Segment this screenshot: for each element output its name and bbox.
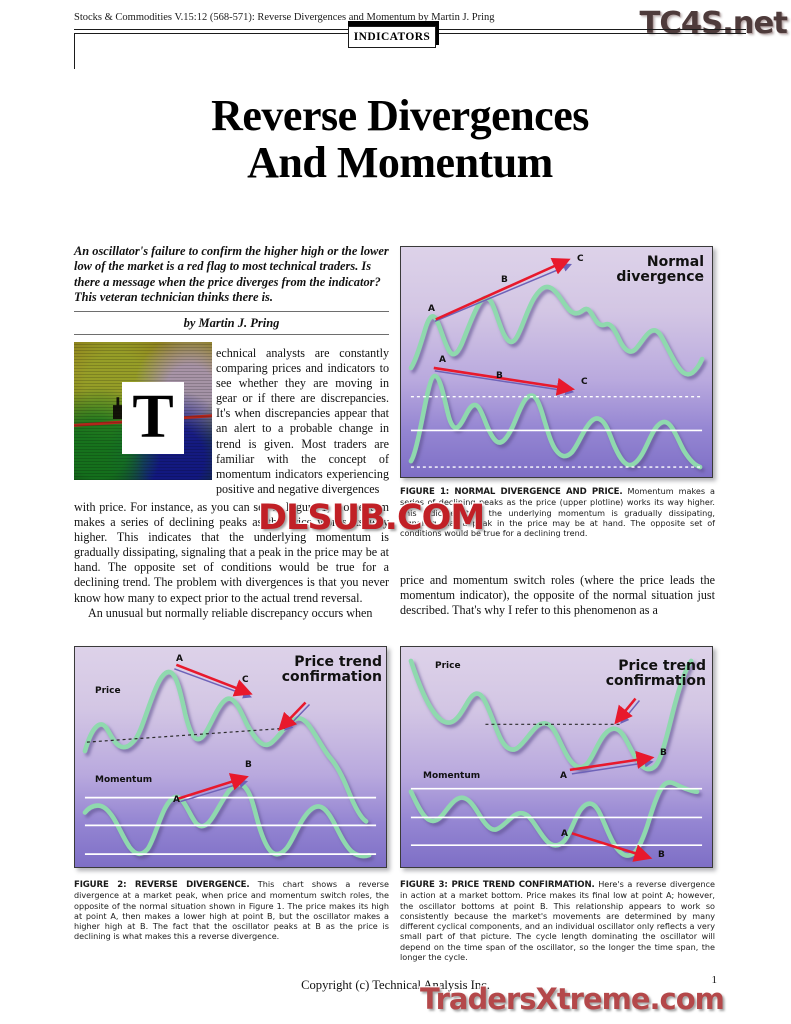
figure-3-momentum-trendline-red	[571, 832, 653, 862]
figure-3-caption-title: FIGURE 3: PRICE TREND CONFIRMATION.	[400, 880, 595, 890]
body-paragraph-2: An unusual but normally reliable discrep…	[88, 605, 373, 620]
figure-2-label-momentum: Momentum	[95, 775, 153, 785]
figure-2-caption-title: FIGURE 2: REVERSE DIVERGENCE.	[74, 880, 250, 890]
figure-1-annotation: Normal divergence	[616, 254, 704, 286]
figure-1-annotation-line-1: Normal	[646, 254, 704, 270]
figure-1-price-plotline	[408, 284, 705, 377]
figure-3-label-momentum: Momentum	[423, 771, 481, 781]
figure-3-annotation-line-1: Price trend	[618, 658, 706, 674]
dlsub-watermark: DLSUB.COM	[257, 497, 487, 540]
figure-1-caption-title: FIGURE 1: NORMAL DIVERGENCE AND PRICE.	[400, 487, 623, 497]
body-paragraph-wrapped: echnical analysts are constantly compari…	[216, 346, 389, 496]
figure-1-svg	[408, 257, 705, 470]
figure-1-point-price-c: C	[577, 254, 584, 264]
figure-2-momentum-trendline-purple	[180, 779, 249, 803]
deck-divider-top	[74, 311, 389, 312]
figure-3-point-price-b: B	[660, 748, 667, 758]
figure-1-point-price-b: B	[501, 275, 508, 285]
figure-3-point-momentum-a: A	[561, 829, 568, 839]
figure-3-annotation-line-2: confirmation	[605, 673, 706, 690]
figure-2-svg	[82, 663, 377, 859]
figure-3-caption-body: Here's a reverse divergence in action at…	[400, 879, 715, 963]
figure-3-annotation: Price trend confirmation	[605, 658, 706, 690]
article-deck: An oscillator's failure to confirm the h…	[74, 244, 389, 305]
figure-3-caption: FIGURE 3: PRICE TREND CONFIRMATION. Here…	[400, 879, 715, 962]
figure-1-point-momentum-c: C	[581, 377, 588, 387]
section-tab-shadow	[348, 21, 439, 28]
figure-1-chart: Normal divergence A B C A B C	[400, 246, 713, 478]
figure-1-price-trendline-red	[435, 257, 571, 321]
figure-2-price-trendline-purple	[174, 668, 252, 699]
footer-copyright: Copyright (c) Technical Analysis Inc.	[301, 978, 490, 992]
figure-1-momentum-trendline-red	[433, 366, 576, 396]
figure-1-caption: FIGURE 1: NORMAL DIVERGENCE AND PRICE. M…	[400, 486, 715, 538]
figure-3-svg	[408, 658, 703, 862]
figure-2-price-plotline	[82, 669, 369, 824]
header-rule-left	[74, 33, 75, 69]
figure-2-price-trendline-red	[175, 663, 253, 697]
page-number: 1	[711, 974, 718, 986]
figure-2-point-price-c: C	[242, 675, 249, 685]
figure-3-point-momentum-b: B	[658, 850, 665, 860]
figure-2-point-momentum-a: A	[173, 795, 180, 805]
figure-1-momentum-trendline-purple	[434, 370, 575, 396]
figure-1-momentum-plotline	[408, 373, 703, 470]
figure-3-chart: Price trend confirmation Price Momentum …	[400, 646, 713, 868]
figure-2-annotation-line-2: confirmation	[281, 669, 382, 686]
figure-1-point-momentum-a: A	[439, 355, 446, 365]
body-left-column: with price. For instance, as you can see…	[74, 500, 389, 621]
figure-1-point-momentum-b: B	[496, 371, 503, 381]
figure-3-price-trendline-red	[569, 750, 655, 772]
figure-2-point-momentum-b: B	[245, 760, 252, 770]
figure-3-label-price: Price	[435, 661, 461, 671]
figure-1-price-trendline-purple	[434, 263, 572, 323]
figure-2-point-price-a: A	[176, 654, 183, 664]
tradersxtreme-watermark: TradersXtreme.com	[419, 981, 726, 1017]
byline: by Martin J. Pring	[183, 316, 280, 330]
figure-2-break-arrow-red	[278, 701, 307, 731]
body-right-column: price and momentum switch roles (where t…	[400, 573, 715, 618]
deck-divider-bottom	[74, 334, 389, 335]
figure-1-point-price-a: A	[428, 304, 435, 314]
tc4s-watermark-logo: TC4S.net	[639, 6, 787, 41]
figure-3-break-arrow-red	[614, 697, 637, 725]
section-tab-indicators: INDICATORS	[348, 26, 436, 48]
body-paragraph-1: with price. For instance, as you can see…	[74, 500, 389, 605]
figure-3-point-price-a: A	[560, 771, 567, 781]
masthead-citation: Stocks & Commodities V.15:12 (568-571): …	[74, 12, 495, 23]
headline-line-1: Reverse Divergences	[211, 91, 589, 140]
figure-2-annotation: Price trend confirmation	[281, 654, 382, 686]
figure-1-annotation-line-2: divergence	[616, 269, 704, 286]
figure-1-caption-body: Momentum makes a series of declining pea…	[400, 486, 715, 539]
figure-2-momentum-trendline-red	[177, 773, 249, 800]
figure-2-caption-body: This chart shows a reverse divergence at…	[74, 879, 389, 942]
figure-2-momentum-plotline	[82, 781, 372, 859]
page-title: Reverse Divergences And Momentum	[100, 92, 700, 186]
headline-line-2: And Momentum	[247, 138, 553, 187]
figure-2-chart: Price trend confirmation Price Momentum …	[74, 646, 387, 868]
drop-cap: T	[122, 382, 184, 454]
figure-2-annotation-line-1: Price trend	[294, 654, 382, 670]
figure-2-caption: FIGURE 2: REVERSE DIVERGENCE. This chart…	[74, 879, 389, 942]
figure-2-label-price: Price	[95, 686, 121, 696]
